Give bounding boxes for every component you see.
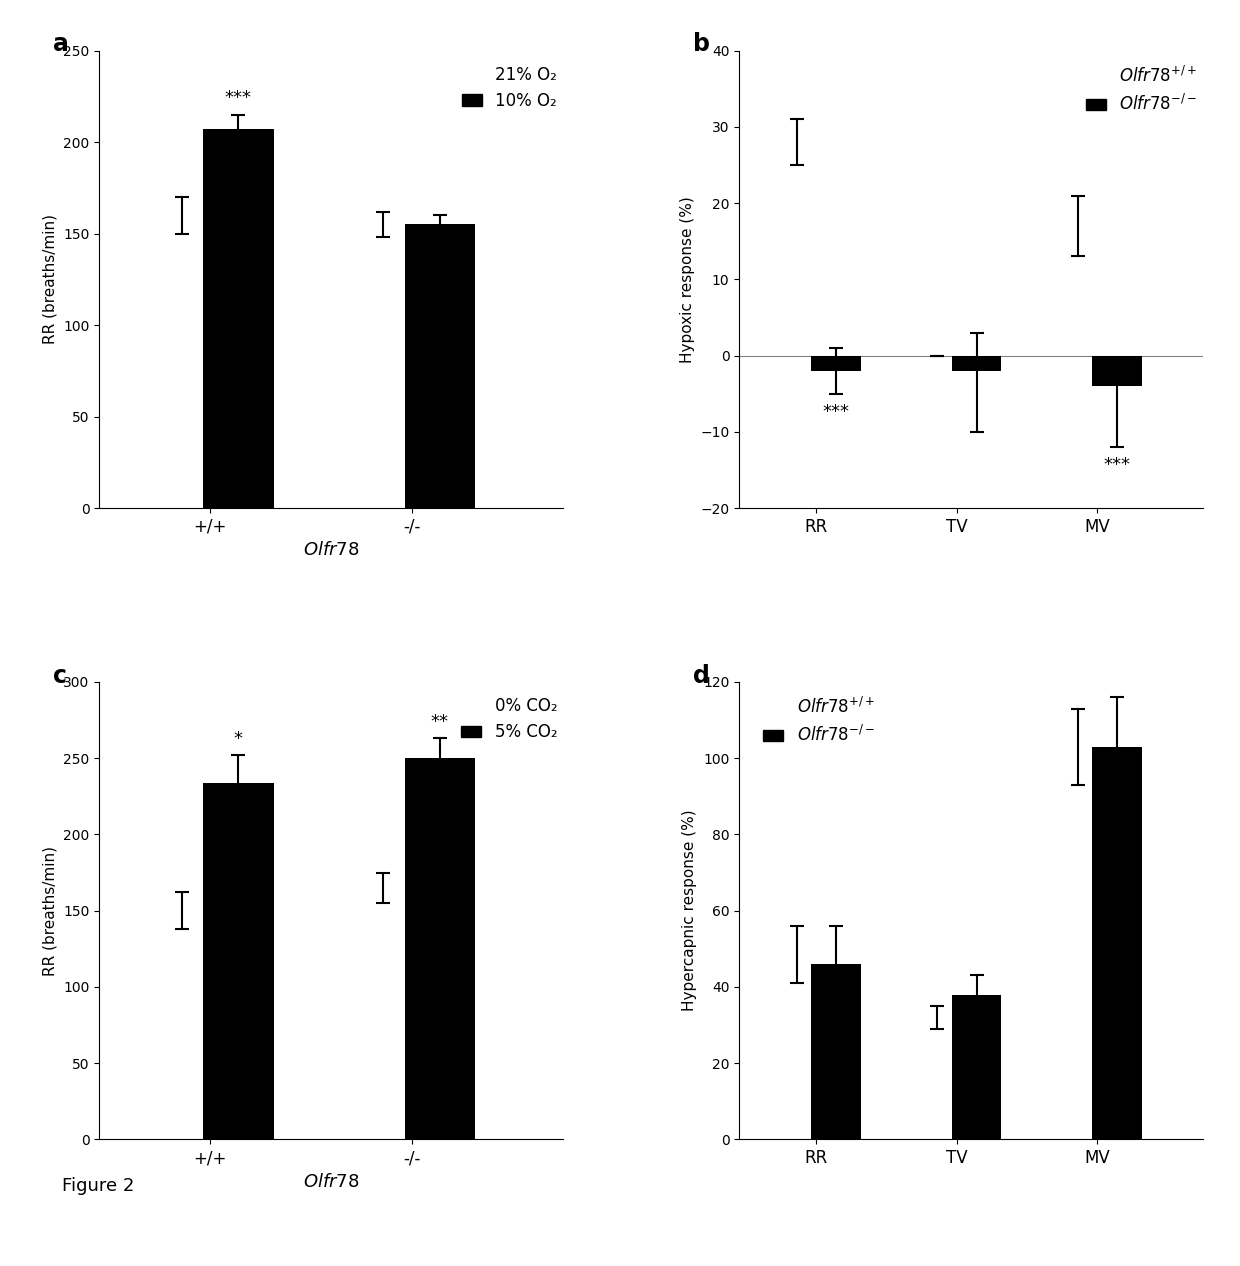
Bar: [811, 963, 861, 1139]
Bar: [404, 758, 475, 1139]
Bar: [404, 224, 475, 508]
Legend: $\it{Olfr78}$$^{+/+}$, $\it{Olfr78}$$^{-/-}$: $\it{Olfr78}$$^{+/+}$, $\it{Olfr78}$$^{-…: [756, 690, 882, 752]
Bar: [203, 129, 274, 508]
Legend: $\it{Olfr78}$$^{+/+}$, $\it{Olfr78}$$^{-/-}$: $\it{Olfr78}$$^{+/+}$, $\it{Olfr78}$$^{-…: [1079, 60, 1204, 120]
Text: d: d: [693, 663, 709, 687]
Text: b: b: [693, 33, 709, 57]
Y-axis label: RR (breaths/min): RR (breaths/min): [42, 846, 57, 976]
Bar: [1092, 356, 1142, 386]
Y-axis label: Hypoxic response (%): Hypoxic response (%): [680, 196, 694, 363]
Legend: 0% CO₂, 5% CO₂: 0% CO₂, 5% CO₂: [455, 690, 564, 748]
Y-axis label: Hypercapnic response (%): Hypercapnic response (%): [682, 810, 697, 1012]
Bar: [203, 782, 274, 1139]
Text: ***: ***: [822, 403, 849, 420]
Bar: [811, 356, 861, 371]
X-axis label: $\it{Olfr78}$: $\it{Olfr78}$: [303, 1172, 360, 1191]
Text: a: a: [53, 33, 68, 57]
Text: Figure 2: Figure 2: [62, 1177, 134, 1195]
Text: **: **: [432, 713, 449, 730]
Legend: 21% O₂, 10% O₂: 21% O₂, 10% O₂: [455, 60, 564, 116]
Text: ***: ***: [1104, 456, 1131, 475]
Bar: [952, 356, 1001, 371]
Y-axis label: RR (breaths/min): RR (breaths/min): [42, 214, 57, 344]
Text: *: *: [234, 729, 243, 747]
Text: ***: ***: [224, 90, 252, 108]
Text: c: c: [53, 663, 67, 687]
Bar: [1092, 747, 1142, 1139]
X-axis label: $\it{Olfr78}$: $\it{Olfr78}$: [303, 542, 360, 560]
Bar: [952, 995, 1001, 1139]
